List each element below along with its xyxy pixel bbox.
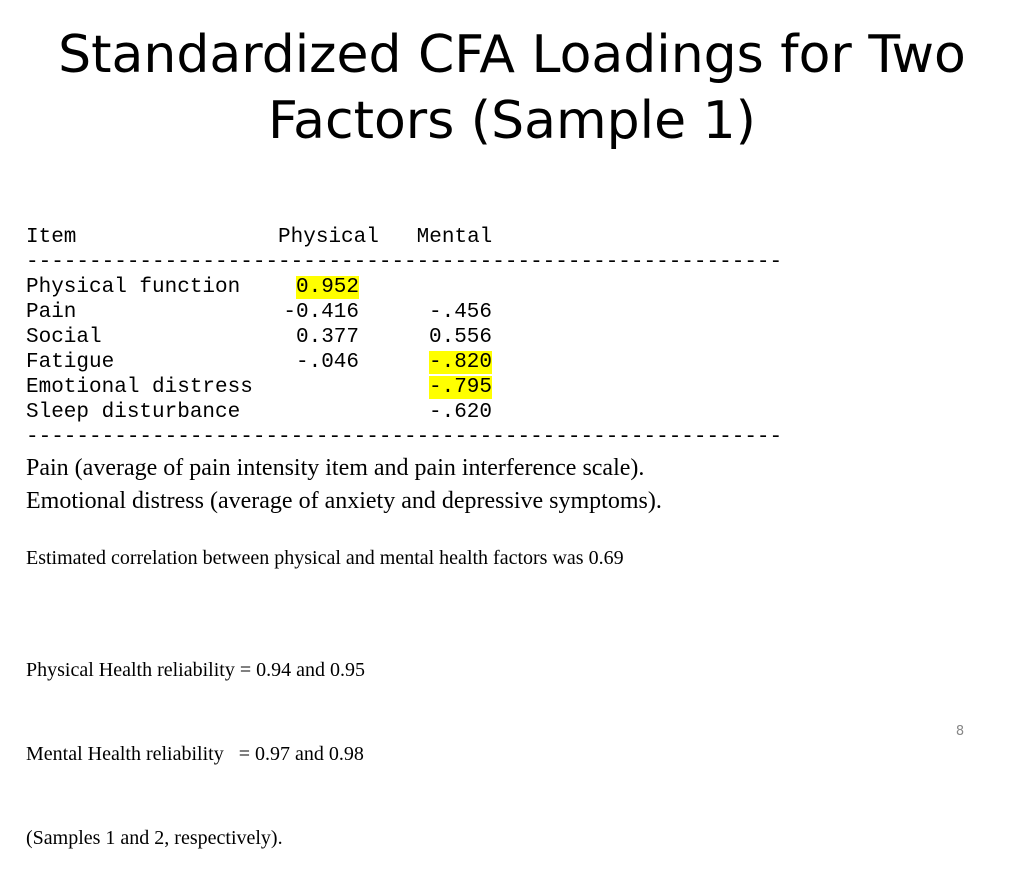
emotional-distress-note: Emotional distress (average of anxiety a… (26, 488, 662, 514)
physical-loading: -0.416 (279, 300, 359, 325)
physical-loading-value: 0.952 (295, 276, 359, 299)
table-row: Pain -0.416 -.456 (26, 300, 492, 325)
item-label: Social (26, 326, 102, 349)
slide-title-line-2: Factors (Sample 1) (268, 91, 756, 151)
mental-loading: -.620 (426, 400, 492, 425)
physical-loading: 0.377 (279, 325, 359, 350)
samples-note: (Samples 1 and 2, respectively). (26, 827, 283, 849)
mental-loading-value: -.620 (428, 401, 492, 424)
mental-loading: -.456 (426, 300, 492, 325)
correlation-note: Estimated correlation between physical a… (26, 547, 624, 569)
table-rule-top: ----------------------------------------… (26, 251, 783, 274)
mental-loading-value: -.456 (428, 301, 492, 324)
physical-reliability: Physical Health reliability = 0.94 and 0… (26, 659, 365, 681)
table-header: Item Physical Mental (26, 226, 493, 249)
mental-loading: -.795 (426, 375, 492, 400)
mental-loading: 0.556 (426, 325, 492, 350)
slide-title-line-1: Standardized CFA Loadings for Two (58, 25, 966, 85)
table-row: Emotional distress -.795 (26, 375, 492, 400)
physical-loading: -.046 (279, 350, 359, 375)
slide-title: Standardized CFA Loadings for Two Factor… (0, 22, 1024, 154)
reliability-notes: Physical Health reliability = 0.94 and 0… (26, 600, 365, 880)
table-rule-bottom: ----------------------------------------… (26, 426, 783, 449)
item-label: Pain (26, 301, 77, 324)
mental-loading-value: 0.556 (428, 326, 492, 349)
item-notes: Pain (average of pain intensity item and… (26, 452, 662, 518)
mental-loading: -.820 (426, 350, 492, 375)
physical-loading: 0.952 (279, 275, 359, 300)
loadings-table: Physical function 0.952 Pain -0.416 -.45… (26, 275, 492, 425)
physical-loading-value: 0.377 (295, 326, 359, 349)
mental-loading-value: -.795 (428, 376, 492, 399)
page-number: 8 (955, 724, 965, 739)
item-label: Fatigue (26, 351, 115, 374)
mental-loading-value: -.820 (428, 351, 492, 374)
pain-note: Pain (average of pain intensity item and… (26, 455, 645, 481)
item-label: Physical function (26, 276, 241, 299)
table-row: Physical function 0.952 (26, 275, 359, 300)
mental-reliability: Mental Health reliability = 0.97 and 0.9… (26, 743, 364, 765)
table-row: Sleep disturbance -.620 (26, 400, 492, 425)
table-row: Social 0.377 0.556 (26, 325, 492, 350)
physical-loading-value: -.046 (295, 351, 359, 374)
item-label: Sleep disturbance (26, 401, 241, 424)
item-label: Emotional distress (26, 376, 253, 399)
table-row: Fatigue -.046 -.820 (26, 350, 492, 375)
physical-loading-value: -0.416 (283, 301, 359, 324)
